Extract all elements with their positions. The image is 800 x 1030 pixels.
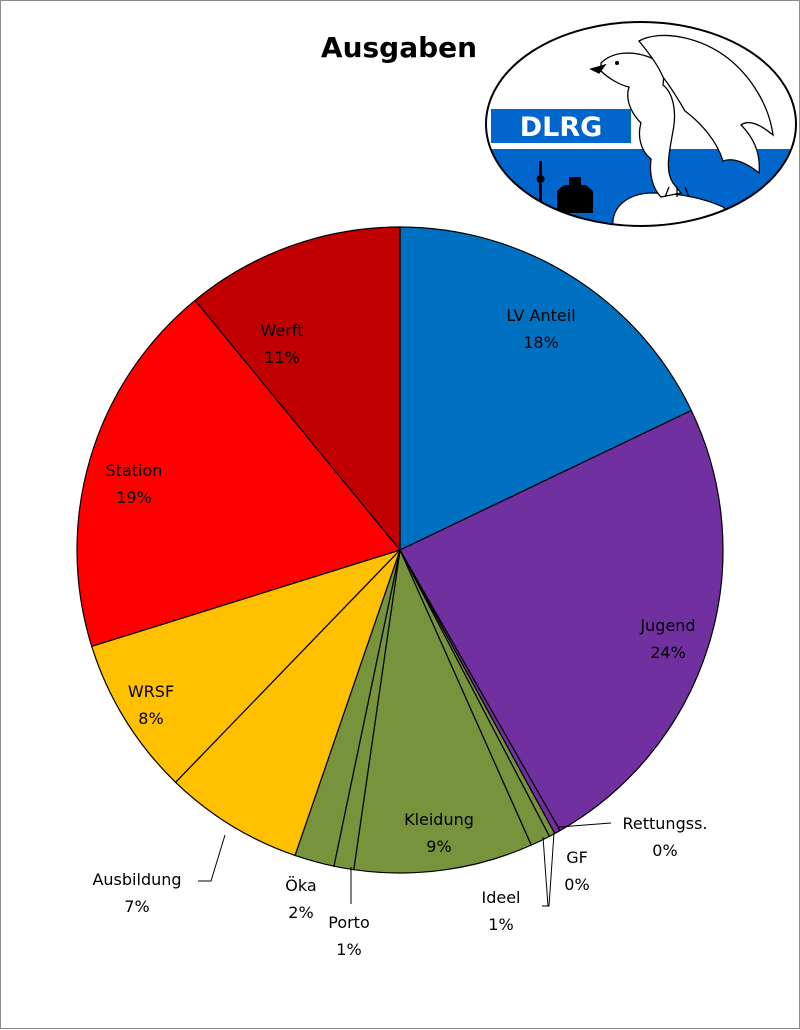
pie-slice-werft: [194, 226, 401, 552]
slice-value-kleidung: 9%: [426, 837, 451, 856]
slice-labels: LV Anteil 18% Jugend 24% Rettungss. 0% GF 0% Ide…: [92, 306, 707, 959]
slice-label-station: Station: [106, 461, 163, 480]
slice-value-station: 19%: [116, 488, 152, 507]
pie-slice-kleidung: [353, 547, 533, 874]
slice-label-gf: GF: [566, 848, 588, 867]
eagle-icon: [589, 34, 774, 198]
slice-label-wrsf: WRSF: [128, 682, 174, 701]
slice-value-wrsf: 8%: [138, 709, 163, 728]
slice-value-ideel: 1%: [488, 915, 513, 934]
leader-line-ausbildung: [198, 834, 226, 882]
pie-slice-station: [76, 299, 402, 648]
leader-line-ideel: [542, 836, 549, 907]
slice-label-lv-anteil: LV Anteil: [506, 306, 575, 325]
pie-slices: [76, 226, 724, 874]
slice-value-lv-anteil: 18%: [523, 333, 559, 352]
logo-outline: [485, 21, 797, 227]
slice-value-jugend: 24%: [650, 643, 686, 662]
slice-value-werft: 11%: [264, 348, 300, 367]
slice-value-rettungss: 0%: [652, 841, 677, 860]
tv-tower-icon: [539, 161, 542, 209]
slice-label-ideel: Ideel: [481, 888, 520, 907]
pie-slice-ausbildung: [174, 549, 401, 857]
slice-value-ausbildung: 7%: [124, 897, 149, 916]
pie-slice-lv-anteil: [399, 226, 693, 551]
slice-label-kleidung: Kleidung: [404, 810, 474, 829]
logo-text: DLRG: [520, 112, 603, 143]
chart-title: Ausgaben: [321, 31, 477, 64]
slice-value-oka: 2%: [288, 903, 313, 922]
slice-label-ausbildung: Ausbildung: [92, 870, 181, 889]
pie-slice-jugend: [399, 409, 724, 832]
leader-line-rettungss: [558, 822, 612, 828]
dlrg-eagle-logo: DLRG: [485, 21, 797, 227]
slice-label-rettungss: Rettungss.: [623, 814, 708, 833]
brandenburg-gate-icon: [557, 185, 593, 213]
leader-lines: [198, 822, 612, 907]
slice-value-porto: 1%: [336, 940, 361, 959]
slice-value-gf: 0%: [564, 875, 589, 894]
slice-label-oka: Öka: [285, 876, 316, 895]
slice-label-porto: Porto: [328, 913, 370, 932]
logo-text-box: [491, 109, 631, 143]
slice-label-werft: Werft: [261, 321, 304, 340]
pie-slice-wrsf: [90, 549, 401, 784]
slice-label-jugend: Jugend: [639, 616, 695, 635]
